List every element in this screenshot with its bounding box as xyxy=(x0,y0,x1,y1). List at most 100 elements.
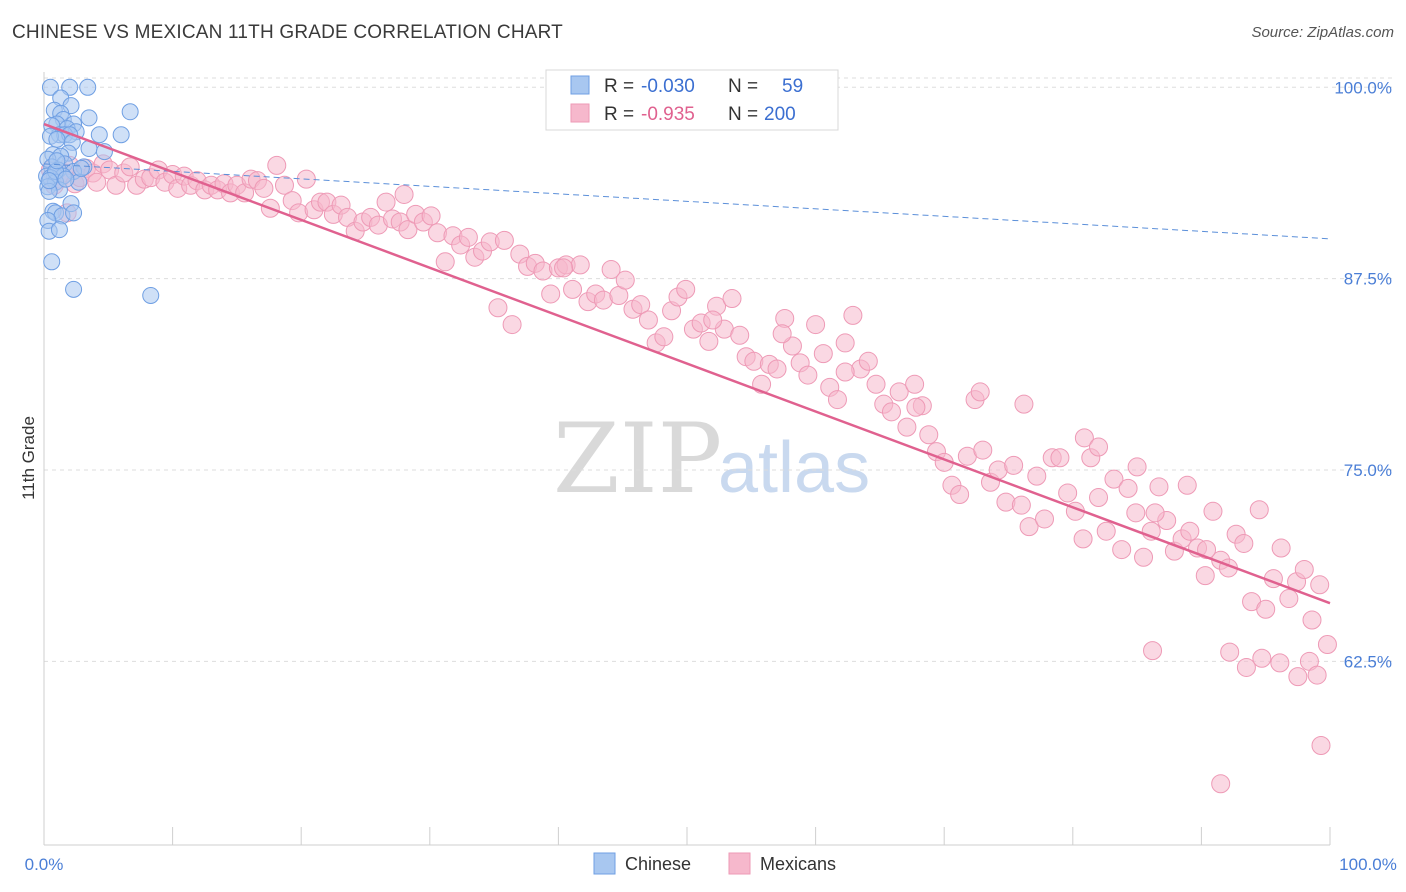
watermark-zip: ZIP xyxy=(553,403,722,515)
mexicans-point-134 xyxy=(1004,455,1024,475)
mexicans-point-190 xyxy=(1220,642,1240,662)
bottom-legend: Chinese Mexicans xyxy=(593,852,836,875)
mexicans-point-199 xyxy=(1143,641,1163,661)
mexicans-point-66 xyxy=(488,298,508,318)
mexicans-point-107 xyxy=(798,365,818,385)
mexicans-point-130 xyxy=(973,440,993,460)
chinese-point-7 xyxy=(121,103,139,121)
mexicans-point-148 xyxy=(1112,540,1132,560)
chart-title: CHINESE VS MEXICAN 11TH GRADE CORRELATIO… xyxy=(12,22,563,43)
mexicans-point-192 xyxy=(1252,648,1272,668)
legend-r-label-chinese: R = xyxy=(604,76,634,97)
legend-r-value-mexicans: -0.935 xyxy=(641,104,695,125)
chinese-point-55 xyxy=(57,170,75,188)
mexicans-point-138 xyxy=(1035,509,1055,529)
mexicans-point-149 xyxy=(1118,478,1138,498)
chinese-point-16 xyxy=(112,126,130,144)
mexicans-point-196 xyxy=(1307,665,1327,685)
mexicans-point-136 xyxy=(1019,517,1039,537)
mexicans-point-167 xyxy=(1256,599,1276,619)
mexicans-point-121 xyxy=(905,374,925,394)
mexicans-point-157 xyxy=(1180,521,1200,541)
mexicans-point-189 xyxy=(1197,540,1217,560)
mexicans-point-9 xyxy=(87,172,107,192)
x-axis-ticks xyxy=(43,827,1331,845)
mexicans-point-51 xyxy=(376,192,396,212)
mexicans-point-98 xyxy=(730,325,750,345)
mexicans-point-103 xyxy=(767,359,787,379)
mexicans-point-81 xyxy=(601,259,621,279)
mexicans-point-62 xyxy=(458,227,478,247)
mexicans-point-170 xyxy=(1279,589,1299,609)
mexicans-point-146 xyxy=(1096,521,1116,541)
trend-lines xyxy=(43,122,1331,605)
chinese-point-8 xyxy=(80,109,98,127)
mexicans-point-111 xyxy=(827,390,847,410)
mexicans-point-159 xyxy=(1195,566,1215,586)
mexicans-point-179 xyxy=(772,324,792,344)
mexicans-point-188 xyxy=(1177,475,1197,495)
legend-swatch-chinese xyxy=(570,75,590,95)
mexicans-point-120 xyxy=(897,417,917,437)
mexicans-point-133 xyxy=(996,492,1016,512)
mexicans-point-113 xyxy=(843,305,863,325)
chinese-trend-line xyxy=(43,163,1331,240)
gridlines xyxy=(44,77,1392,662)
mexicans-point-183 xyxy=(1014,394,1034,414)
legend-n-value-mexicans: 200 xyxy=(764,104,796,125)
mexicans-point-191 xyxy=(1236,657,1256,677)
mexicans-point-198 xyxy=(1211,774,1231,794)
mexicans-trend-line xyxy=(43,122,1331,605)
mexicans-point-57 xyxy=(421,206,441,226)
chinese-point-2 xyxy=(79,78,97,96)
mexicans-point-187 xyxy=(1145,503,1165,523)
mexicans-point-185 xyxy=(1089,437,1109,457)
mexicans-point-116 xyxy=(866,374,886,394)
mexicans-point-176 xyxy=(394,184,414,204)
chinese-point-21 xyxy=(48,130,66,148)
chinese-point-47 xyxy=(65,204,83,222)
mexicans-point-160 xyxy=(1203,501,1223,521)
mexicans-point-68 xyxy=(502,315,522,335)
mexicans-point-173 xyxy=(1302,610,1322,630)
watermark-atlas: atlas xyxy=(718,428,870,508)
chinese-point-52 xyxy=(65,280,83,298)
mexicans-point-88 xyxy=(654,327,674,347)
mexicans-point-119 xyxy=(889,382,909,402)
mexicans-point-94 xyxy=(699,331,719,351)
source-label: Source: ZipAtlas.com xyxy=(1251,24,1394,41)
legend-box: R = -0.030 N = 59 R = -0.935 N = 200 xyxy=(545,69,839,131)
mexicans-point-145 xyxy=(1089,488,1109,508)
y-tick-label-0: 100.0% xyxy=(1334,78,1392,97)
mexicans-point-34 xyxy=(254,178,274,198)
mexicans-point-180 xyxy=(835,362,855,382)
mexicans-point-54 xyxy=(398,220,418,240)
bottom-legend-swatch-mexicans xyxy=(728,852,751,875)
mexicans-point-135 xyxy=(1011,495,1031,515)
y-axis-tick-labels: 100.0% 87.5% 75.0% 62.5% xyxy=(1334,78,1392,671)
y-tick-label-3: 62.5% xyxy=(1344,652,1392,671)
mexicans-point-172 xyxy=(1294,559,1314,579)
mexicans-point-97 xyxy=(722,289,742,309)
mexicans-point-112 xyxy=(835,333,855,353)
y-tick-label-2: 75.0% xyxy=(1344,461,1392,480)
chinese-point-50 xyxy=(50,221,68,239)
mexicans-point-59 xyxy=(435,252,455,272)
chinese-point-15 xyxy=(90,126,108,144)
bottom-legend-label-mexicans: Mexicans xyxy=(760,854,836,874)
legend-n-label-mexicans: N = xyxy=(728,104,758,125)
mexicans-point-14 xyxy=(120,157,140,177)
mexicans-point-141 xyxy=(1058,483,1078,503)
mexicans-point-137 xyxy=(1027,466,1047,486)
legend-n-label-chinese: N = xyxy=(728,76,758,97)
mexicans-point-186 xyxy=(1127,457,1147,477)
mexicans-point-73 xyxy=(541,284,561,304)
mexicans-point-147 xyxy=(1104,469,1124,489)
legend-swatch-mexicans xyxy=(570,103,590,123)
mexicans-point-143 xyxy=(1073,529,1093,549)
mexicans-point-85 xyxy=(631,295,651,315)
chinese-points xyxy=(38,78,160,304)
mexicans-point-76 xyxy=(563,279,583,299)
mexicans-point-109 xyxy=(813,344,833,364)
